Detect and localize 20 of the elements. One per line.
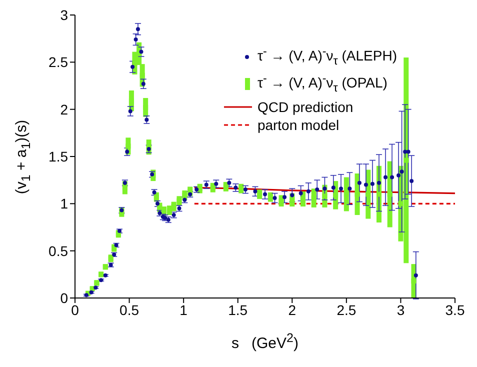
y-tick-label: 1.5 xyxy=(48,148,68,164)
x-tick-label: 1 xyxy=(180,302,188,318)
x-tick-label: 2 xyxy=(288,302,296,318)
x-tick-label: 0.5 xyxy=(120,302,140,318)
x-tick-label: 0 xyxy=(71,302,80,318)
y-tick-label: 0.5 xyxy=(48,242,68,259)
x-tick-label: 3 xyxy=(396,302,405,318)
y-tick-label: 2.5 xyxy=(48,54,68,70)
y-tick-label: 2 xyxy=(60,101,68,118)
x-axis-title: s (GeV$^{2}$) xyxy=(230,331,300,352)
x-tick-label: 1.5 xyxy=(228,302,248,318)
y-tick-label: 1 xyxy=(60,196,68,212)
y-tick-label: 3 xyxy=(60,6,68,23)
x-tick-label: 3.5 xyxy=(445,302,465,318)
legend-label: parton model xyxy=(257,116,340,134)
legend-label: QCD prediction xyxy=(257,98,354,116)
legend-label: τ$^{-}$ → (V, A)$^{-}$ν$_{τ}$ (OPAL) xyxy=(257,71,388,97)
legend-label: τ$^{-}$ → (V, A)$^{-}$ν$_{τ}$ (ALEPH) xyxy=(257,44,397,70)
y-tick-label: 0 xyxy=(60,290,68,306)
x-tick-label: 2.5 xyxy=(336,302,356,318)
